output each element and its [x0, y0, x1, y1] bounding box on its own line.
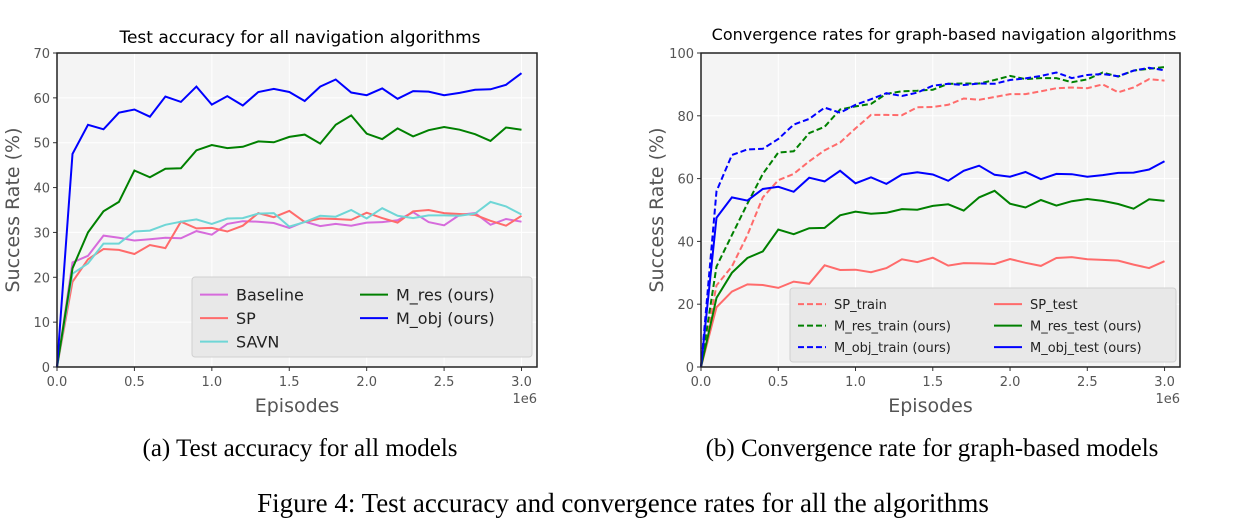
x-tick-label: 2.5 [434, 375, 455, 390]
y-tick-label: 40 [33, 182, 50, 197]
series-line-m-res-ours- [56, 114, 522, 368]
x-tick-label: 1.0 [201, 375, 222, 390]
legend-item: M_obj_test (ours) [994, 341, 1142, 356]
x-tick-label: 1.0 [845, 375, 866, 390]
legend-item: SP_test [994, 298, 1078, 313]
legend-label: M_obj_train (ours) [834, 341, 951, 356]
x-tick-label: 2.0 [356, 375, 377, 390]
chart-title: Convergence rates for graph-based naviga… [712, 25, 1177, 44]
series-line-savn [56, 200, 522, 368]
y-tick-label: 20 [677, 298, 694, 313]
legend-label: SAVN [236, 333, 279, 352]
x-tick-label: 3.0 [511, 375, 532, 390]
series-line-m-obj-train-ours- [700, 66, 1165, 368]
legend-label: SP_train [834, 298, 887, 313]
legend-item: M_res (ours) [360, 286, 495, 306]
legend-item: M_obj (ours) [360, 309, 495, 329]
legend-label: SP [236, 309, 256, 328]
legend-item: SAVN [200, 333, 279, 352]
x-tick-label: 2.0 [1000, 375, 1021, 390]
legend-label: SP_test [1030, 298, 1078, 313]
x-tick-label: 3.0 [1154, 375, 1175, 390]
legend-label: M_res_train (ours) [834, 320, 951, 335]
legend-item: M_res_test (ours) [994, 320, 1142, 335]
y-tick-label: 100 [669, 47, 694, 62]
series-line-sp-train [700, 78, 1165, 368]
x-tick-label: 0.0 [47, 375, 68, 390]
x-tick-label: 1.5 [922, 375, 943, 390]
y-tick-label: 60 [33, 92, 50, 107]
legend-box [789, 287, 1177, 363]
series-line-sp-test [700, 256, 1165, 368]
x-tick-label: 1.5 [279, 375, 300, 390]
legend-item: Baseline [200, 286, 304, 305]
series-line-m-obj-ours- [56, 72, 523, 368]
y-tick-label: 0 [686, 361, 694, 376]
series-line-baseline [56, 211, 522, 368]
y-axis-label: Success Rate (%) [2, 127, 24, 292]
chart-a: 0.0 0.5 1.0 1.5 2.0 2.5 3.0 0 10 20 30 40 50 60 70 Test… [2, 28, 538, 417]
legend-label: M_obj (ours) [396, 309, 495, 329]
legend-item: SP [200, 309, 256, 328]
legend: SP_train M_res_train (ours) M_obj_train (o… [789, 287, 1177, 363]
series-line-m-res-test-ours- [700, 189, 1165, 368]
x-axis-label: Episodes [255, 395, 340, 417]
legend-label: M_res_test (ours) [1030, 320, 1142, 335]
x-axis-scale-label: 1e6 [512, 392, 537, 407]
legend-label: M_res (ours) [396, 286, 495, 306]
y-tick-label: 30 [33, 226, 50, 241]
axes-frame [700, 52, 1181, 368]
legend-item: SP_train [798, 298, 887, 313]
y-tick-label: 0 [42, 361, 50, 376]
series-line-sp [56, 208, 523, 368]
legend-item: M_obj_train (ours) [798, 341, 951, 356]
chart-b: 0.0 0.5 1.0 1.5 2.0 2.5 3.0 0 20 40 60 80 100 Converg… [646, 25, 1181, 417]
y-tick-label: 20 [33, 271, 50, 286]
chart-title: Test accuracy for all navigation algorit… [118, 28, 480, 48]
x-tick-label: 0.5 [768, 375, 789, 390]
subcaption-b: (b) Convergence rate for graph-based mod… [705, 435, 1159, 462]
y-tick-label: 60 [677, 173, 694, 188]
x-tick-label: 2.5 [1077, 375, 1098, 390]
y-axis-label: Success Rate (%) [646, 127, 668, 292]
series-line-m-obj-test-ours- [700, 160, 1165, 368]
x-axis-scale-label: 1e6 [1155, 392, 1180, 407]
x-tick-label: 0.0 [691, 375, 712, 390]
x-tick-label: 0.5 [124, 375, 145, 390]
legend-box [191, 276, 533, 358]
y-tick-label: 80 [677, 110, 694, 125]
y-tick-label: 50 [33, 137, 50, 152]
y-tick-label: 10 [33, 316, 50, 331]
legend: Baseline SP SAVN M_res (ours) M_obj (ours) [191, 276, 533, 358]
legend-label: M_obj_test (ours) [1030, 341, 1142, 356]
y-tick-label: 70 [33, 47, 50, 62]
series-line-m-res-train-ours- [700, 66, 1165, 368]
x-axis-label: Episodes [888, 395, 973, 417]
axes-frame [56, 52, 538, 368]
figure-caption: Figure 4: Test accuracy and convergence … [257, 488, 989, 518]
legend-item: M_res_train (ours) [798, 320, 951, 335]
y-tick-label: 40 [677, 235, 694, 250]
legend-label: Baseline [236, 286, 304, 305]
subcaption-a: (a) Test accuracy for all models [142, 435, 458, 462]
